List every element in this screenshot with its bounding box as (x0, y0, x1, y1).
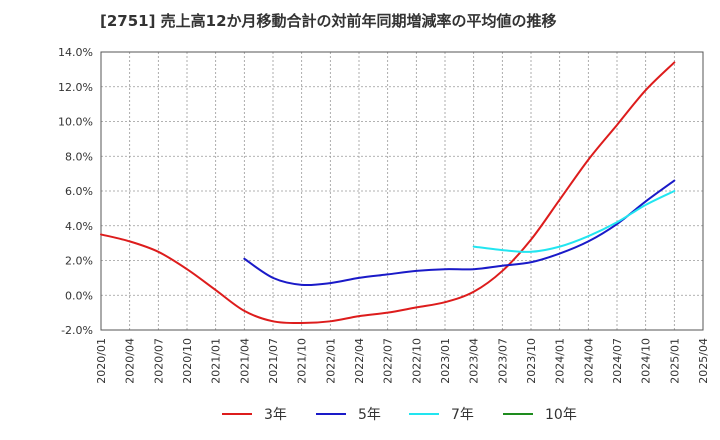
x-tick-label: 2021/01 (210, 338, 223, 384)
legend-label-4: 10年 (545, 407, 577, 423)
plot-border (100, 51, 704, 331)
legend-label-3: 7年 (451, 407, 474, 423)
y-tick-label: 10.0% (58, 116, 93, 129)
chart-title: [2751] 売上高12か月移動合計の対前年同期増減率の平均値の推移 (100, 12, 557, 30)
x-tick-label: 2022/10 (410, 338, 423, 384)
y-tick-label: 6.0% (65, 185, 93, 198)
x-tick-label: 2021/04 (238, 338, 251, 384)
x-tick-label: 2021/07 (267, 338, 280, 384)
y-tick-label: 8.0% (65, 150, 93, 163)
y-tick-label: 12.0% (58, 81, 93, 94)
series-line-3 (472, 190, 676, 253)
x-tick-label: 2022/04 (353, 338, 366, 384)
y-tick-label: 0.0% (65, 289, 93, 302)
x-tick-label: 2023/10 (525, 338, 538, 384)
y-tick-label: -2.0% (61, 324, 93, 337)
y-tick-label: 2.0% (65, 255, 93, 268)
legend-label-1: 3年 (264, 407, 287, 423)
x-tick-label: 2023/07 (496, 338, 509, 384)
x-tick-label: 2020/04 (124, 338, 137, 384)
series-line-1 (100, 61, 676, 325)
x-tick-label: 2024/01 (554, 338, 567, 384)
x-tick-label: 2022/01 (324, 338, 337, 384)
x-tick-label: 2025/04 (697, 338, 710, 384)
x-tick-label: 2024/10 (640, 338, 653, 384)
y-tick-label: 4.0% (65, 220, 93, 233)
y-tick-label: 14.0% (58, 46, 93, 59)
x-tick-label: 2021/10 (296, 338, 309, 384)
x-tick-label: 2020/01 (95, 338, 108, 384)
x-tick-label: 2024/04 (582, 338, 595, 384)
x-tick-label: 2025/01 (668, 338, 681, 384)
x-tick-label: 2022/07 (382, 338, 395, 384)
x-tick-label: 2023/04 (468, 338, 481, 384)
series-line-2 (243, 179, 676, 287)
x-tick-label: 2023/01 (439, 338, 452, 384)
x-tick-label: 2024/07 (611, 338, 624, 384)
legend-label-2: 5年 (358, 407, 381, 423)
x-tick-label: 2020/10 (181, 338, 194, 384)
x-tick-label: 2020/07 (152, 338, 165, 384)
